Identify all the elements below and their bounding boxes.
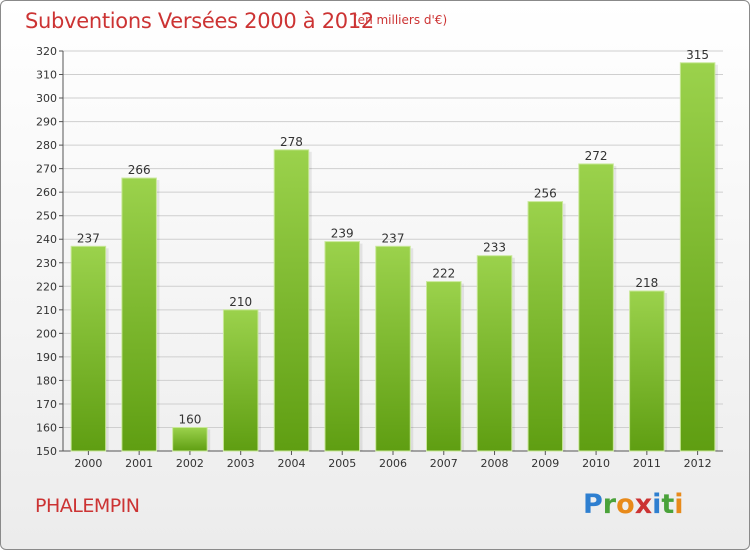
y-tick-label: 220 [36, 280, 57, 293]
y-tick-label: 150 [36, 445, 57, 458]
bar [172, 426, 208, 452]
data-label: 239 [331, 227, 354, 241]
data-label: 210 [229, 295, 252, 309]
bar [375, 245, 411, 452]
x-tick-label: 2009 [531, 457, 559, 470]
logo-letter: i [674, 489, 684, 520]
x-tick-label: 2002 [176, 457, 204, 470]
y-tick-label: 180 [36, 374, 57, 387]
y-tick-label: 270 [36, 163, 57, 176]
data-label: 218 [635, 276, 658, 290]
y-tick-label: 300 [36, 92, 57, 105]
logo-letter: o [616, 489, 635, 520]
logo-letter: t [661, 489, 675, 520]
bar [121, 177, 157, 452]
bar [527, 201, 564, 452]
chart-title: Subventions Versées 2000 à 2012 [25, 9, 374, 33]
x-tick-label: 2003 [227, 457, 255, 470]
y-tick-label: 170 [36, 398, 57, 411]
bar [426, 281, 462, 452]
x-tick-label: 2006 [379, 457, 407, 470]
y-tick-label: 290 [36, 116, 57, 129]
y-tick-label: 190 [36, 351, 57, 364]
x-tick-label: 2012 [684, 457, 712, 470]
data-label: 315 [686, 48, 709, 62]
bar [222, 309, 259, 452]
y-tick-label: 200 [36, 327, 57, 340]
data-label: 278 [280, 135, 303, 149]
y-tick-label: 230 [36, 257, 57, 270]
logo-letter: P [583, 489, 603, 520]
data-label: 237 [382, 231, 405, 245]
data-label: 272 [585, 149, 608, 163]
y-tick-label: 310 [36, 69, 57, 82]
x-tick-label: 2007 [430, 457, 458, 470]
y-tick-label: 280 [36, 139, 57, 152]
bar [679, 62, 716, 452]
x-tick-label: 2005 [328, 457, 356, 470]
bar [273, 149, 310, 452]
y-tick-label: 320 [36, 45, 57, 58]
proxiti-logo[interactable]: Proxiti [583, 489, 684, 520]
data-label: 266 [128, 163, 151, 177]
bar [629, 290, 665, 452]
bar [578, 163, 614, 452]
logo-letter: x [634, 489, 653, 520]
y-tick-label: 210 [36, 304, 57, 317]
data-label: 160 [178, 412, 201, 426]
unit-note: (en milliers d'€) [353, 13, 448, 27]
y-tick-label: 260 [36, 186, 57, 199]
data-label: 237 [77, 231, 100, 245]
bar [324, 241, 360, 452]
x-tick-label: 2004 [277, 457, 305, 470]
bar [476, 255, 513, 452]
bar [70, 245, 107, 452]
y-tick-label: 250 [36, 210, 57, 223]
data-label: 233 [483, 241, 506, 255]
y-tick-label: 240 [36, 233, 57, 246]
x-tick-label: 2011 [633, 457, 661, 470]
x-tick-label: 2008 [481, 457, 509, 470]
x-tick-label: 2010 [582, 457, 610, 470]
logo-letter: r [602, 489, 617, 520]
logo-letter: i [652, 489, 662, 520]
x-tick-label: 2001 [125, 457, 153, 470]
commune-name: PHALEMPIN [35, 495, 140, 517]
data-label: 256 [534, 187, 557, 201]
y-tick-label: 160 [36, 421, 57, 434]
x-tick-label: 2000 [74, 457, 102, 470]
data-label: 222 [432, 267, 455, 281]
